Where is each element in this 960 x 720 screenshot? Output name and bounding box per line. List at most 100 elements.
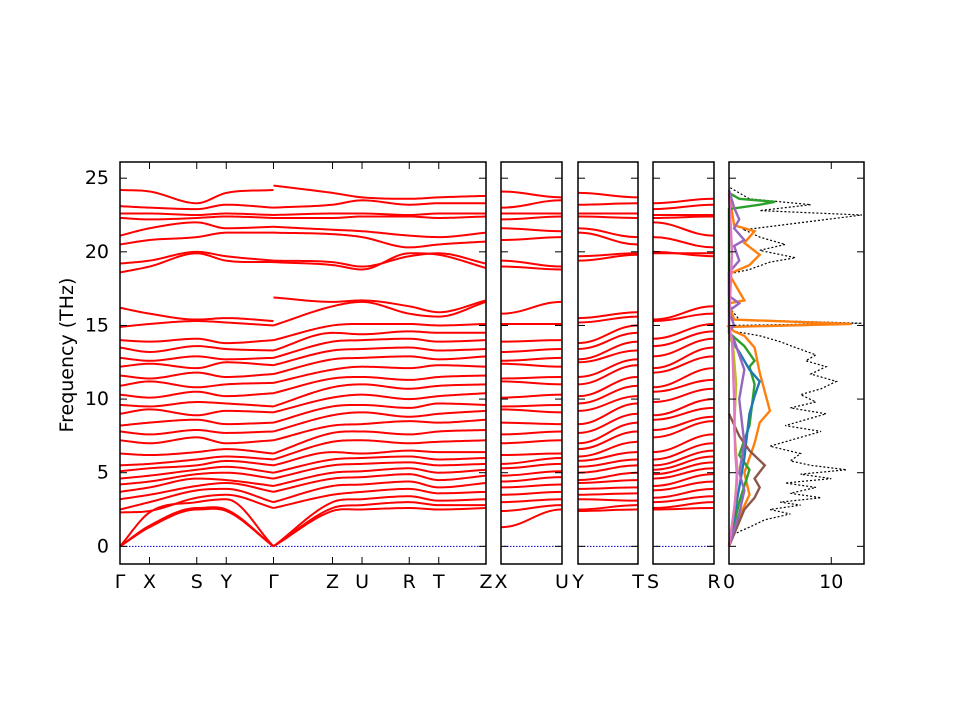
phonon-band — [273, 184, 487, 200]
phonon-band — [119, 477, 274, 493]
phonon-band — [273, 429, 487, 455]
phonon-band — [652, 203, 715, 211]
phonon-band — [652, 330, 715, 348]
phonon-band — [273, 455, 487, 474]
phonon-band — [500, 348, 563, 353]
phonon-band — [577, 253, 639, 262]
phonon-band — [500, 380, 563, 386]
phonon-band — [652, 433, 715, 454]
phonon-band — [119, 493, 274, 514]
phonon-band — [119, 390, 274, 399]
phonon-band — [577, 231, 639, 246]
q-point-label: R — [403, 571, 416, 593]
phonon-band — [500, 462, 563, 470]
phonon-band — [500, 408, 563, 414]
phonon-band — [273, 199, 486, 209]
phonon-band — [500, 227, 563, 233]
panel-frame — [652, 161, 715, 565]
phonon-band — [273, 439, 487, 461]
phonon-band — [577, 479, 639, 485]
phonon-band — [500, 456, 563, 465]
phonon-band — [577, 421, 639, 445]
phonon-band — [500, 476, 563, 483]
phonon-band — [577, 215, 639, 219]
phonon-band — [273, 231, 487, 249]
q-point-label: S — [647, 571, 659, 593]
phonon-band — [119, 345, 274, 353]
phonon-band — [272, 501, 486, 548]
phonon-band — [273, 480, 487, 504]
phonon-band — [272, 495, 487, 548]
phonon-band — [500, 504, 563, 512]
phonon-band — [577, 412, 639, 434]
panel-frame — [119, 161, 487, 565]
phonon-band — [577, 440, 639, 458]
q-point-label: Z — [479, 571, 492, 593]
phonon-band — [273, 383, 487, 408]
q-point-label: U — [355, 571, 369, 593]
phonon-band — [652, 415, 715, 431]
q-point-label: R — [707, 571, 720, 593]
phonon-band — [577, 375, 639, 398]
y-tick-label: 5 — [97, 462, 109, 484]
phonon-band — [273, 364, 487, 384]
phonon-band — [652, 467, 715, 480]
phonon-band — [652, 420, 715, 439]
q-point-label: T — [631, 571, 644, 593]
panel-frame — [577, 161, 639, 565]
phonon-band — [500, 265, 563, 271]
phonon-band — [652, 495, 715, 504]
phonon-band — [119, 455, 274, 467]
phonon-band — [500, 339, 563, 343]
phonon-band — [273, 449, 486, 467]
phonon-band — [577, 395, 639, 412]
phonon-band — [119, 252, 274, 274]
phonon-band — [273, 374, 487, 395]
phonon-band — [273, 418, 487, 442]
phonon-band — [577, 315, 639, 324]
phonon-band — [119, 306, 274, 323]
phonon-band — [500, 199, 563, 209]
phonon-band — [577, 504, 639, 511]
phonon-band — [577, 492, 639, 496]
phonon-band — [119, 188, 274, 205]
phonon-band — [119, 498, 275, 548]
phonon-band — [577, 451, 639, 462]
y-axis-label: Frequency (THz) — [56, 278, 78, 433]
phonon-band — [119, 355, 274, 362]
phonon-band — [273, 473, 487, 493]
y-tick-label: 20 — [85, 241, 109, 263]
phonon-band — [500, 439, 563, 445]
panel-frame — [500, 161, 563, 565]
phonon-band — [500, 498, 563, 504]
phonon-band — [577, 358, 639, 378]
phonon-band — [273, 461, 487, 480]
phonon-band — [500, 403, 563, 408]
phonon-band — [119, 371, 274, 380]
phonon-band — [500, 300, 563, 315]
phonon-band — [273, 355, 487, 376]
phonon-band — [119, 487, 274, 511]
phonon-band — [652, 480, 715, 492]
phonon-band — [500, 483, 563, 489]
phonon-band — [273, 487, 487, 510]
phonon-band — [577, 430, 639, 451]
phonon-band — [119, 337, 274, 345]
phonon-band — [500, 356, 563, 362]
phonon-band — [500, 508, 563, 529]
y-tick-label: 0 — [97, 535, 109, 557]
phonon-band — [119, 418, 274, 427]
q-point-label: Γ — [115, 571, 126, 593]
phonon-band — [273, 392, 487, 414]
phonon-band — [652, 221, 715, 237]
phonon-band — [652, 378, 715, 393]
phonon-band — [500, 490, 563, 496]
phonon-band — [120, 212, 274, 217]
phonon-band — [652, 305, 715, 321]
q-point-label: Y — [219, 571, 232, 593]
phonon-band — [500, 236, 563, 242]
